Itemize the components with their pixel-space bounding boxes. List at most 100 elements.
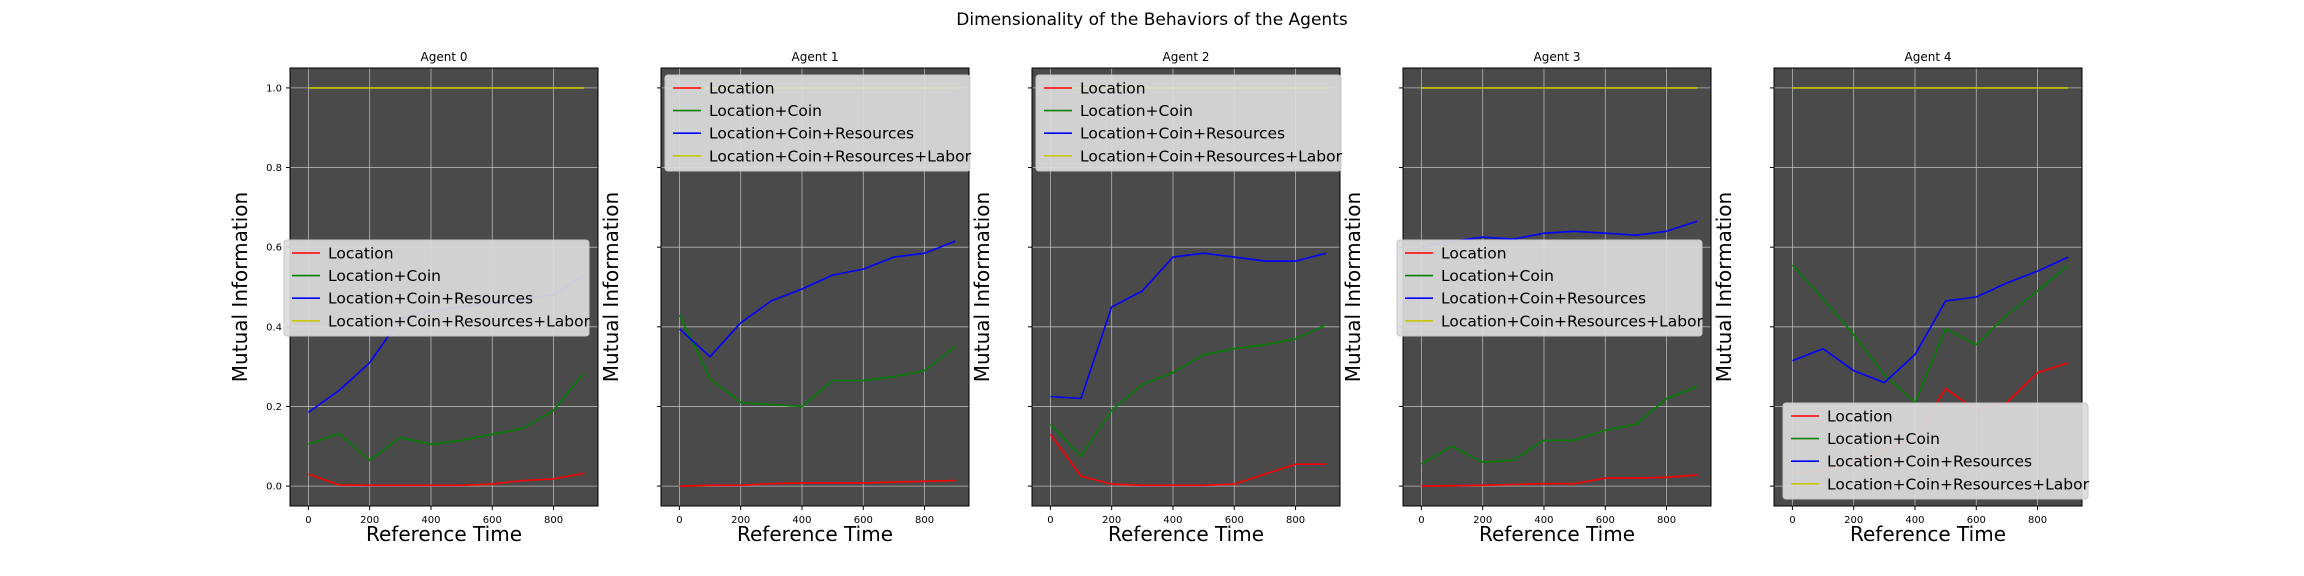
axes-frame	[1031, 67, 1341, 507]
x-axis-label: Reference Time	[1850, 522, 2006, 546]
x-tick-label: 800	[544, 515, 563, 526]
x-tick-label: 400	[792, 515, 811, 526]
series-line	[1792, 256, 2069, 384]
x-tick-label: 0	[1789, 515, 1795, 526]
y-tick-label: 0.0	[266, 482, 282, 493]
legend-label: Location	[1441, 245, 1507, 263]
panel-title: Agent 0	[421, 50, 468, 64]
legend-label: Location+Coin	[1827, 430, 1940, 448]
legend-label: Location	[709, 80, 775, 98]
x-tick-label: 200	[1844, 515, 1863, 526]
legend: Location Location+Coin Location+Coin+Resou…	[1396, 239, 1704, 337]
legend-box	[1782, 402, 2089, 500]
agent-panel: 0 200 400 600 800 Agent 1 Reference Time Mutual…	[599, 50, 972, 546]
agent-panel: 0 200 400 600 800 Agent 4 Reference Time Mutual…	[1712, 50, 2090, 546]
legend-label: Location+Coin	[1441, 267, 1554, 285]
series-line	[1791, 264, 2069, 404]
legend-label: Location+Coin	[1080, 102, 1193, 120]
legend-label: Location	[1080, 80, 1146, 98]
y-tick-label: 0.2	[266, 402, 282, 413]
legend-box	[664, 74, 971, 172]
series-line	[1421, 220, 1698, 248]
legend: Location Location+Coin Location+Coin+Resou…	[1782, 402, 2090, 500]
x-tick-label: 800	[915, 515, 934, 526]
legend-label: Location+Coin+Resources	[1080, 125, 1285, 143]
series-line	[1049, 433, 1327, 487]
x-tick-label: 0	[1418, 515, 1424, 526]
x-tick-label: 600	[1596, 515, 1615, 526]
x-tick-label: 0	[305, 515, 311, 526]
legend-label: Location+Coin+Resources+Labor	[709, 147, 972, 165]
legend-label: Location+Coin+Resources+Labor	[1827, 475, 2090, 493]
x-tick-label: 0	[1047, 515, 1053, 526]
legend-box	[1396, 239, 1703, 337]
panels: 0 200 400 600 800 0.0 0.2 0.4 0.6 0.8 1.0 Agent 0 Re…	[228, 50, 2090, 546]
legend-label: Location+Coin+Resources+Labor	[1080, 147, 1343, 165]
x-tick-label: 600	[1967, 515, 1986, 526]
x-tick-label: 600	[854, 515, 873, 526]
legend-box	[283, 239, 590, 337]
series-line	[308, 372, 585, 462]
axes-frame	[660, 67, 970, 507]
series-line	[678, 314, 956, 408]
x-tick-label: 800	[1657, 515, 1676, 526]
legend-label: Location+Coin+Resources	[328, 290, 533, 308]
legend-label: Location+Coin+Resources+Labor	[328, 312, 591, 330]
y-tick-label: 0.4	[266, 322, 282, 333]
x-axis-label: Reference Time	[1479, 522, 1635, 546]
legend-label: Location+Coin+Resources+Labor	[1441, 312, 1704, 330]
axes-frame	[1773, 67, 2083, 507]
legend: Location Location+Coin Location+Coin+Resou…	[664, 74, 972, 172]
agent-panel: 0 200 400 600 800 0.0 0.2 0.4 0.6 0.8 1.0 Agent 0 Re…	[228, 50, 599, 546]
x-tick-label: 200	[731, 515, 750, 526]
x-tick-label: 200	[360, 515, 379, 526]
y-axis-label: Mutual Information	[228, 192, 252, 382]
y-tick-label: 1.0	[266, 83, 282, 94]
legend-label: Location+Coin	[328, 267, 441, 285]
agent-panel: 0 200 400 600 800 Agent 2 Reference Time Mutual…	[970, 50, 1343, 546]
x-tick-label: 400	[1163, 515, 1182, 526]
x-tick-label: 600	[1225, 515, 1244, 526]
legend-label: Location	[1827, 408, 1893, 426]
y-axis-label: Mutual Information	[970, 192, 994, 382]
legend-label: Location+Coin+Resources	[709, 125, 914, 143]
legend-label: Location+Coin+Resources	[1827, 453, 2032, 471]
series-line	[1050, 252, 1327, 400]
panel-title: Agent 2	[1163, 50, 1210, 64]
series-line	[308, 472, 585, 487]
x-axis-label: Reference Time	[737, 522, 893, 546]
x-tick-label: 0	[676, 515, 682, 526]
legend-box	[1035, 74, 1342, 172]
legend: Location Location+Coin Location+Coin+Resou…	[283, 239, 591, 337]
series-line	[678, 240, 956, 358]
y-tick-label: 0.8	[266, 163, 282, 174]
legend-label: Location+Coin+Resources	[1441, 290, 1646, 308]
series-line	[1049, 324, 1327, 458]
series-line	[1420, 385, 1698, 465]
y-axis-label: Mutual Information	[1341, 192, 1365, 382]
panel-title: Agent 1	[792, 50, 839, 64]
x-axis-label: Reference Time	[1108, 522, 1264, 546]
x-tick-label: 200	[1102, 515, 1121, 526]
agent-panel: 0 200 400 600 800 Agent 3 Reference Time Mutual…	[1341, 50, 1712, 546]
legend-label: Location	[328, 245, 394, 263]
y-axis-label: Mutual Information	[599, 192, 623, 382]
x-tick-label: 400	[1534, 515, 1553, 526]
y-axis-label: Mutual Information	[1712, 192, 1736, 382]
x-tick-label: 800	[1286, 515, 1305, 526]
panel-title: Agent 3	[1534, 50, 1581, 64]
x-tick-label: 400	[421, 515, 440, 526]
x-tick-label: 600	[483, 515, 502, 526]
figure-title: Dimensionality of the Behaviors of the A…	[956, 10, 1348, 30]
panel-title: Agent 4	[1905, 50, 1952, 64]
y-tick-label: 0.6	[266, 243, 282, 254]
x-tick-label: 200	[1473, 515, 1492, 526]
series-line	[679, 479, 956, 487]
legend: Location Location+Coin Location+Coin+Resou…	[1035, 74, 1343, 172]
x-tick-label: 400	[1905, 515, 1924, 526]
x-axis-label: Reference Time	[366, 522, 522, 546]
legend-label: Location+Coin	[709, 102, 822, 120]
x-tick-label: 800	[2028, 515, 2047, 526]
series-line	[1421, 474, 1698, 487]
